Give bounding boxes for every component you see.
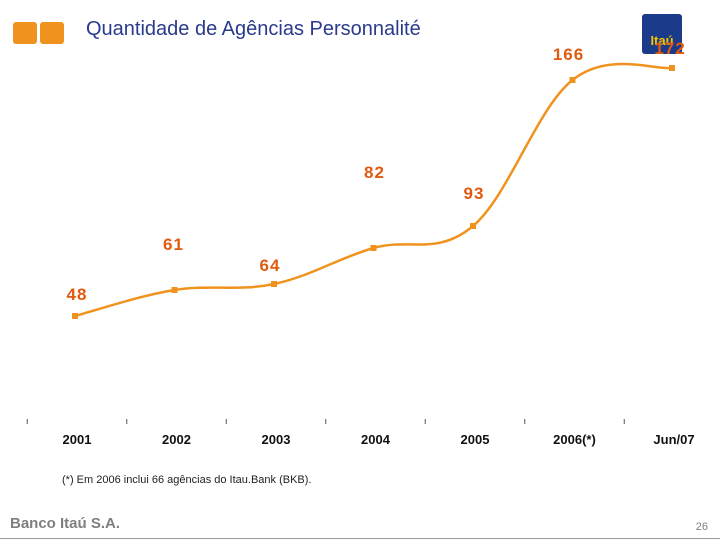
data-point [569,77,576,83]
data-point [72,313,78,319]
data-label: 172 [654,39,685,58]
footnote: (*) Em 2006 inclui 66 agências do Itau.B… [62,474,312,486]
data-label: 82 [364,163,385,182]
x-axis-tick-label: 2002 [162,432,191,447]
series-line [74,62,673,318]
data-point [171,287,178,293]
itau-logo-text: Itaú [650,33,674,48]
logo-square-right [40,22,64,44]
data-label: 166 [553,45,584,64]
data-point [271,281,277,287]
x-axis-tick-label: 2004 [361,432,391,447]
data-point [669,65,675,71]
data-label: 61 [163,235,184,254]
logo-square-left [13,22,37,44]
itau-logo-icon: Itaú [642,14,682,54]
page-title: Quantidade de Agências Personnalité [86,18,421,40]
data-label: 64 [260,256,281,275]
data-label: 48 [67,285,88,304]
footer-divider [0,538,720,539]
data-label: 93 [464,184,485,203]
x-axis-tick-label: 2005 [461,432,490,447]
data-point [370,245,377,251]
x-axis-tick-label: 2006(*) [553,432,596,447]
x-axis-tick-label: Jun/07 [653,432,694,447]
x-axis-tick-label: 2001 [63,432,92,447]
page-number: 26 [695,521,708,533]
data-point [470,223,476,229]
header-logo-squares [13,22,65,44]
footer-brand: Banco Itaú S.A. [10,515,121,532]
x-axis-tick-label: 2003 [262,432,291,447]
